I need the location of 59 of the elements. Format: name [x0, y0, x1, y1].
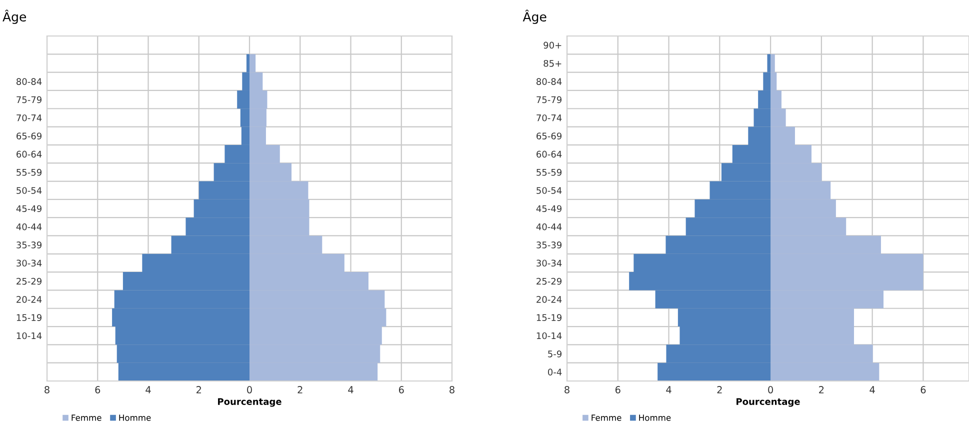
- x-tick-label: 2: [298, 386, 302, 394]
- x-tick-label: 2: [717, 386, 722, 394]
- y-axis-title: Âge: [522, 10, 546, 24]
- y-tick-label: 35-39: [536, 242, 562, 248]
- x-tick-label: 2: [819, 386, 824, 394]
- y-tick-label: 30-34: [16, 260, 42, 267]
- y-tick-label: 20-24: [16, 296, 42, 303]
- x-tick-label: 6: [615, 386, 620, 394]
- y-tick-label: 5-9: [548, 350, 562, 358]
- y-tick-label: 65-69: [536, 132, 562, 140]
- x-tick-label: 6: [95, 386, 100, 394]
- y-tick-label: 50-54: [16, 187, 42, 194]
- y-tick-label: 70-74: [16, 114, 42, 122]
- y-tick-label: 40-44: [16, 223, 42, 230]
- x-tick-label: 4: [870, 386, 875, 394]
- y-tick-label: 30-34: [536, 260, 562, 267]
- x-tick-label: 6: [920, 386, 926, 394]
- x-axis-title: Pourcentage: [218, 398, 282, 407]
- x-tick-label: 8: [564, 386, 570, 394]
- y-tick-label: 75-79: [16, 96, 42, 104]
- y-tick-label: 25-29: [536, 278, 562, 285]
- y-axis-title: Âge: [2, 10, 26, 24]
- x-tick-label: 4: [348, 386, 354, 394]
- y-tick-label: 60-64: [16, 150, 42, 158]
- x-tick-label: 2: [196, 386, 201, 394]
- x-tick-label: 8: [450, 386, 454, 394]
- y-tick-label: 90+: [544, 42, 562, 49]
- x-tick-label: 8: [44, 386, 50, 394]
- y-tick-label: 25-29: [16, 278, 42, 285]
- y-tick-label: 35-39: [16, 242, 42, 248]
- x-tick-label: 4: [666, 386, 672, 394]
- y-tick-label: 65-69: [16, 132, 42, 140]
- y-tick-label: 55-59: [536, 168, 562, 176]
- y-tick-label: 85+: [544, 60, 562, 67]
- legend-label: Homme: [639, 414, 671, 421]
- y-tick-label: 15-19: [16, 314, 42, 322]
- y-tick-label: 55-59: [16, 168, 42, 176]
- y-tick-label: 70-74: [536, 114, 562, 122]
- x-tick-label: 0: [247, 386, 252, 394]
- y-tick-label: 15-19: [536, 314, 562, 322]
- legend-label: Femme: [72, 414, 102, 421]
- x-tick-label: 0: [768, 386, 773, 394]
- y-tick-label: 50-54: [536, 187, 562, 194]
- y-tick-label: 80-84: [16, 78, 42, 85]
- y-tick-label: 60-64: [536, 150, 562, 158]
- y-tick-label: 10-14: [536, 332, 562, 340]
- y-tick-label: 0-4: [548, 368, 562, 376]
- y-tick-label: 45-49: [16, 205, 42, 212]
- legend-label: Femme: [592, 414, 622, 421]
- x-tick-label: 6: [398, 386, 404, 394]
- y-tick-label: 45-49: [536, 205, 562, 212]
- y-tick-label: 10-14: [16, 332, 42, 340]
- y-tick-label: 80-84: [536, 78, 562, 85]
- x-axis-title: Pourcentage: [736, 398, 800, 407]
- legend-label: Homme: [119, 414, 151, 421]
- x-tick-label: 4: [146, 386, 151, 394]
- y-tick-label: 75-79: [536, 96, 562, 104]
- y-tick-label: 20-24: [536, 296, 562, 303]
- y-tick-label: 40-44: [536, 223, 562, 230]
